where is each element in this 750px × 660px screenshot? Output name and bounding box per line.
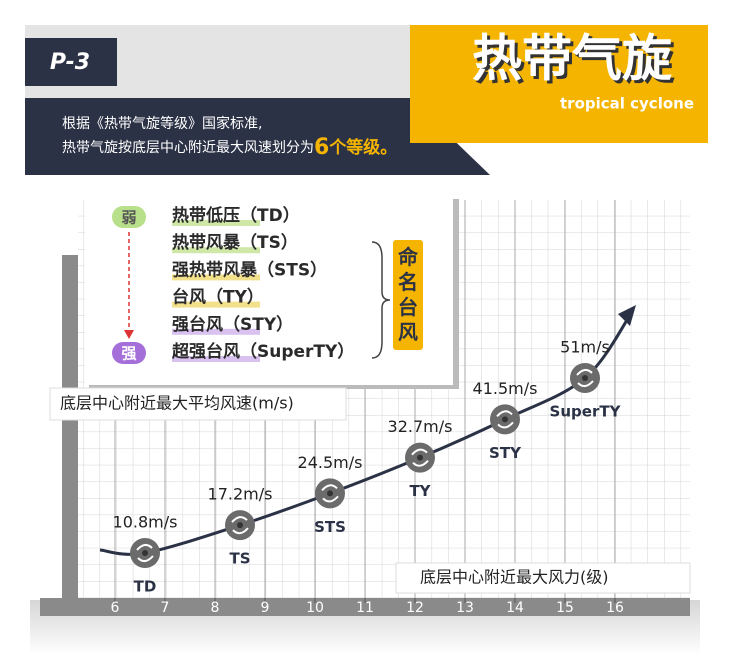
cyclone-eye (142, 550, 148, 556)
value-label: 17.2m/s (208, 485, 273, 504)
x-tick-label: 10 (306, 600, 324, 616)
category-label: TD (134, 578, 157, 596)
cyclone-swirl (321, 484, 339, 503)
value-label: 51m/s (560, 338, 610, 357)
category-label: TY (409, 482, 431, 500)
x-label-box (395, 562, 691, 594)
x-tick-label: 9 (261, 600, 270, 616)
cyclone-swirl (136, 544, 154, 562)
x-tick-label: 11 (356, 600, 374, 616)
description: 热带气旋按底层中心附近最大风速划分为6个等级。 (62, 135, 397, 160)
brace (371, 241, 391, 359)
level-label: 热带低压（TD） (172, 205, 300, 226)
cyclone-swirl (496, 410, 514, 429)
cyclone-eye (237, 522, 243, 529)
legend-box (85, 195, 453, 385)
description: 根据《热带气旋等级》国家标准, (62, 115, 262, 132)
subtitle: tropical cyclone (560, 95, 694, 113)
value-label: 10.8m/s (113, 513, 178, 532)
value-label: 41.5m/s (473, 379, 538, 398)
x-tick-label: 8 (211, 600, 220, 616)
cyclone-eye (502, 416, 508, 423)
y-label-box (49, 387, 347, 421)
named-box (393, 240, 423, 350)
x-tick-label: 14 (506, 600, 524, 616)
x-axis-bar (40, 598, 690, 616)
description-part: 热带气旋按底层中心附近最大风速划分为 (62, 140, 314, 156)
code-box (25, 38, 117, 86)
level-label: 强台风（STY） (172, 314, 293, 335)
cyclone-eye (417, 454, 423, 461)
cyclone-eye (327, 490, 333, 497)
level-label: 超强台风（SuperTY） (172, 341, 354, 362)
category-label: SuperTY (550, 403, 622, 421)
category-label: TS (229, 550, 250, 568)
value-label: 32.7m/s (388, 417, 453, 436)
level-label: 台风（TY） (172, 287, 264, 308)
weak-label: 弱 (121, 209, 136, 227)
title-shadow: 热带气旋 (475, 33, 675, 91)
x-tick-label: 15 (556, 600, 574, 616)
header-dark (25, 98, 490, 175)
trend-arrow (618, 305, 636, 326)
description-part: 个等级。 (328, 137, 397, 158)
value-label: 24.5m/s (298, 453, 363, 472)
category-label: STY (489, 444, 522, 462)
title: 热带气旋 (472, 30, 672, 88)
level-label: 热带风暴（TS） (172, 232, 298, 253)
x-tick-label: 12 (406, 600, 424, 616)
category-label: STS (314, 518, 346, 536)
level-label: 强热带风暴（STS） (172, 259, 327, 280)
x-tick-label: 6 (111, 600, 120, 616)
strong-badge (112, 342, 146, 364)
strong-label: 强 (121, 345, 136, 363)
x-tick-label: 7 (161, 600, 170, 616)
level-highlight (172, 301, 260, 308)
cyclone-swirl (231, 516, 249, 535)
x-tick-label: 13 (456, 600, 474, 616)
y-axis-bar (62, 255, 78, 600)
cyclone-swirl (411, 448, 429, 467)
cyclone-eye (582, 375, 588, 381)
code: P-3 (50, 50, 90, 75)
level-highlight (172, 328, 260, 335)
named-label: 命名台风 (398, 245, 419, 344)
cyclone-swirl (576, 369, 594, 387)
x-axis-label: 底层中心附近最大风力(级) (420, 568, 609, 587)
level-highlight (172, 220, 260, 226)
level-highlight (172, 274, 260, 281)
description-number: 6 (314, 135, 329, 160)
scale-arrow-head (124, 330, 134, 339)
y-axis-label: 底层中心附近最大平均风速(m/s) (60, 394, 294, 413)
level-highlight (172, 356, 260, 362)
x-tick-label: 16 (606, 600, 624, 616)
level-highlight (172, 247, 260, 254)
title-box (410, 25, 708, 143)
weak-badge (112, 206, 146, 228)
